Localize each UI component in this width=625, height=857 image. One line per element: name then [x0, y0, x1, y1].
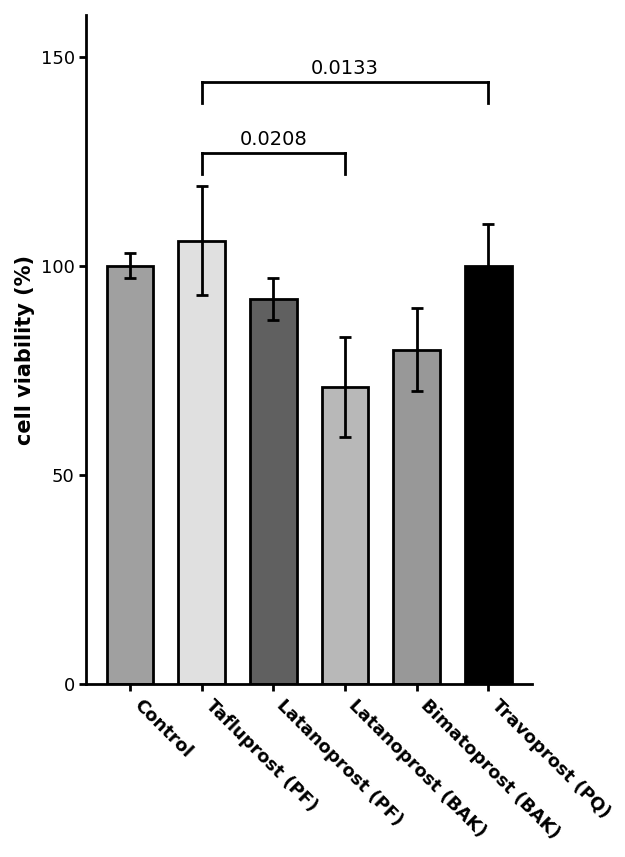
- Bar: [178, 241, 225, 684]
- Y-axis label: cell viability (%): cell viability (%): [15, 255, 35, 445]
- Text: 0.0133: 0.0133: [311, 59, 379, 78]
- Bar: [393, 350, 440, 684]
- Bar: [107, 266, 153, 684]
- Bar: [250, 299, 297, 684]
- Text: 0.0208: 0.0208: [239, 129, 307, 149]
- Bar: [465, 266, 511, 684]
- Bar: [322, 387, 368, 684]
